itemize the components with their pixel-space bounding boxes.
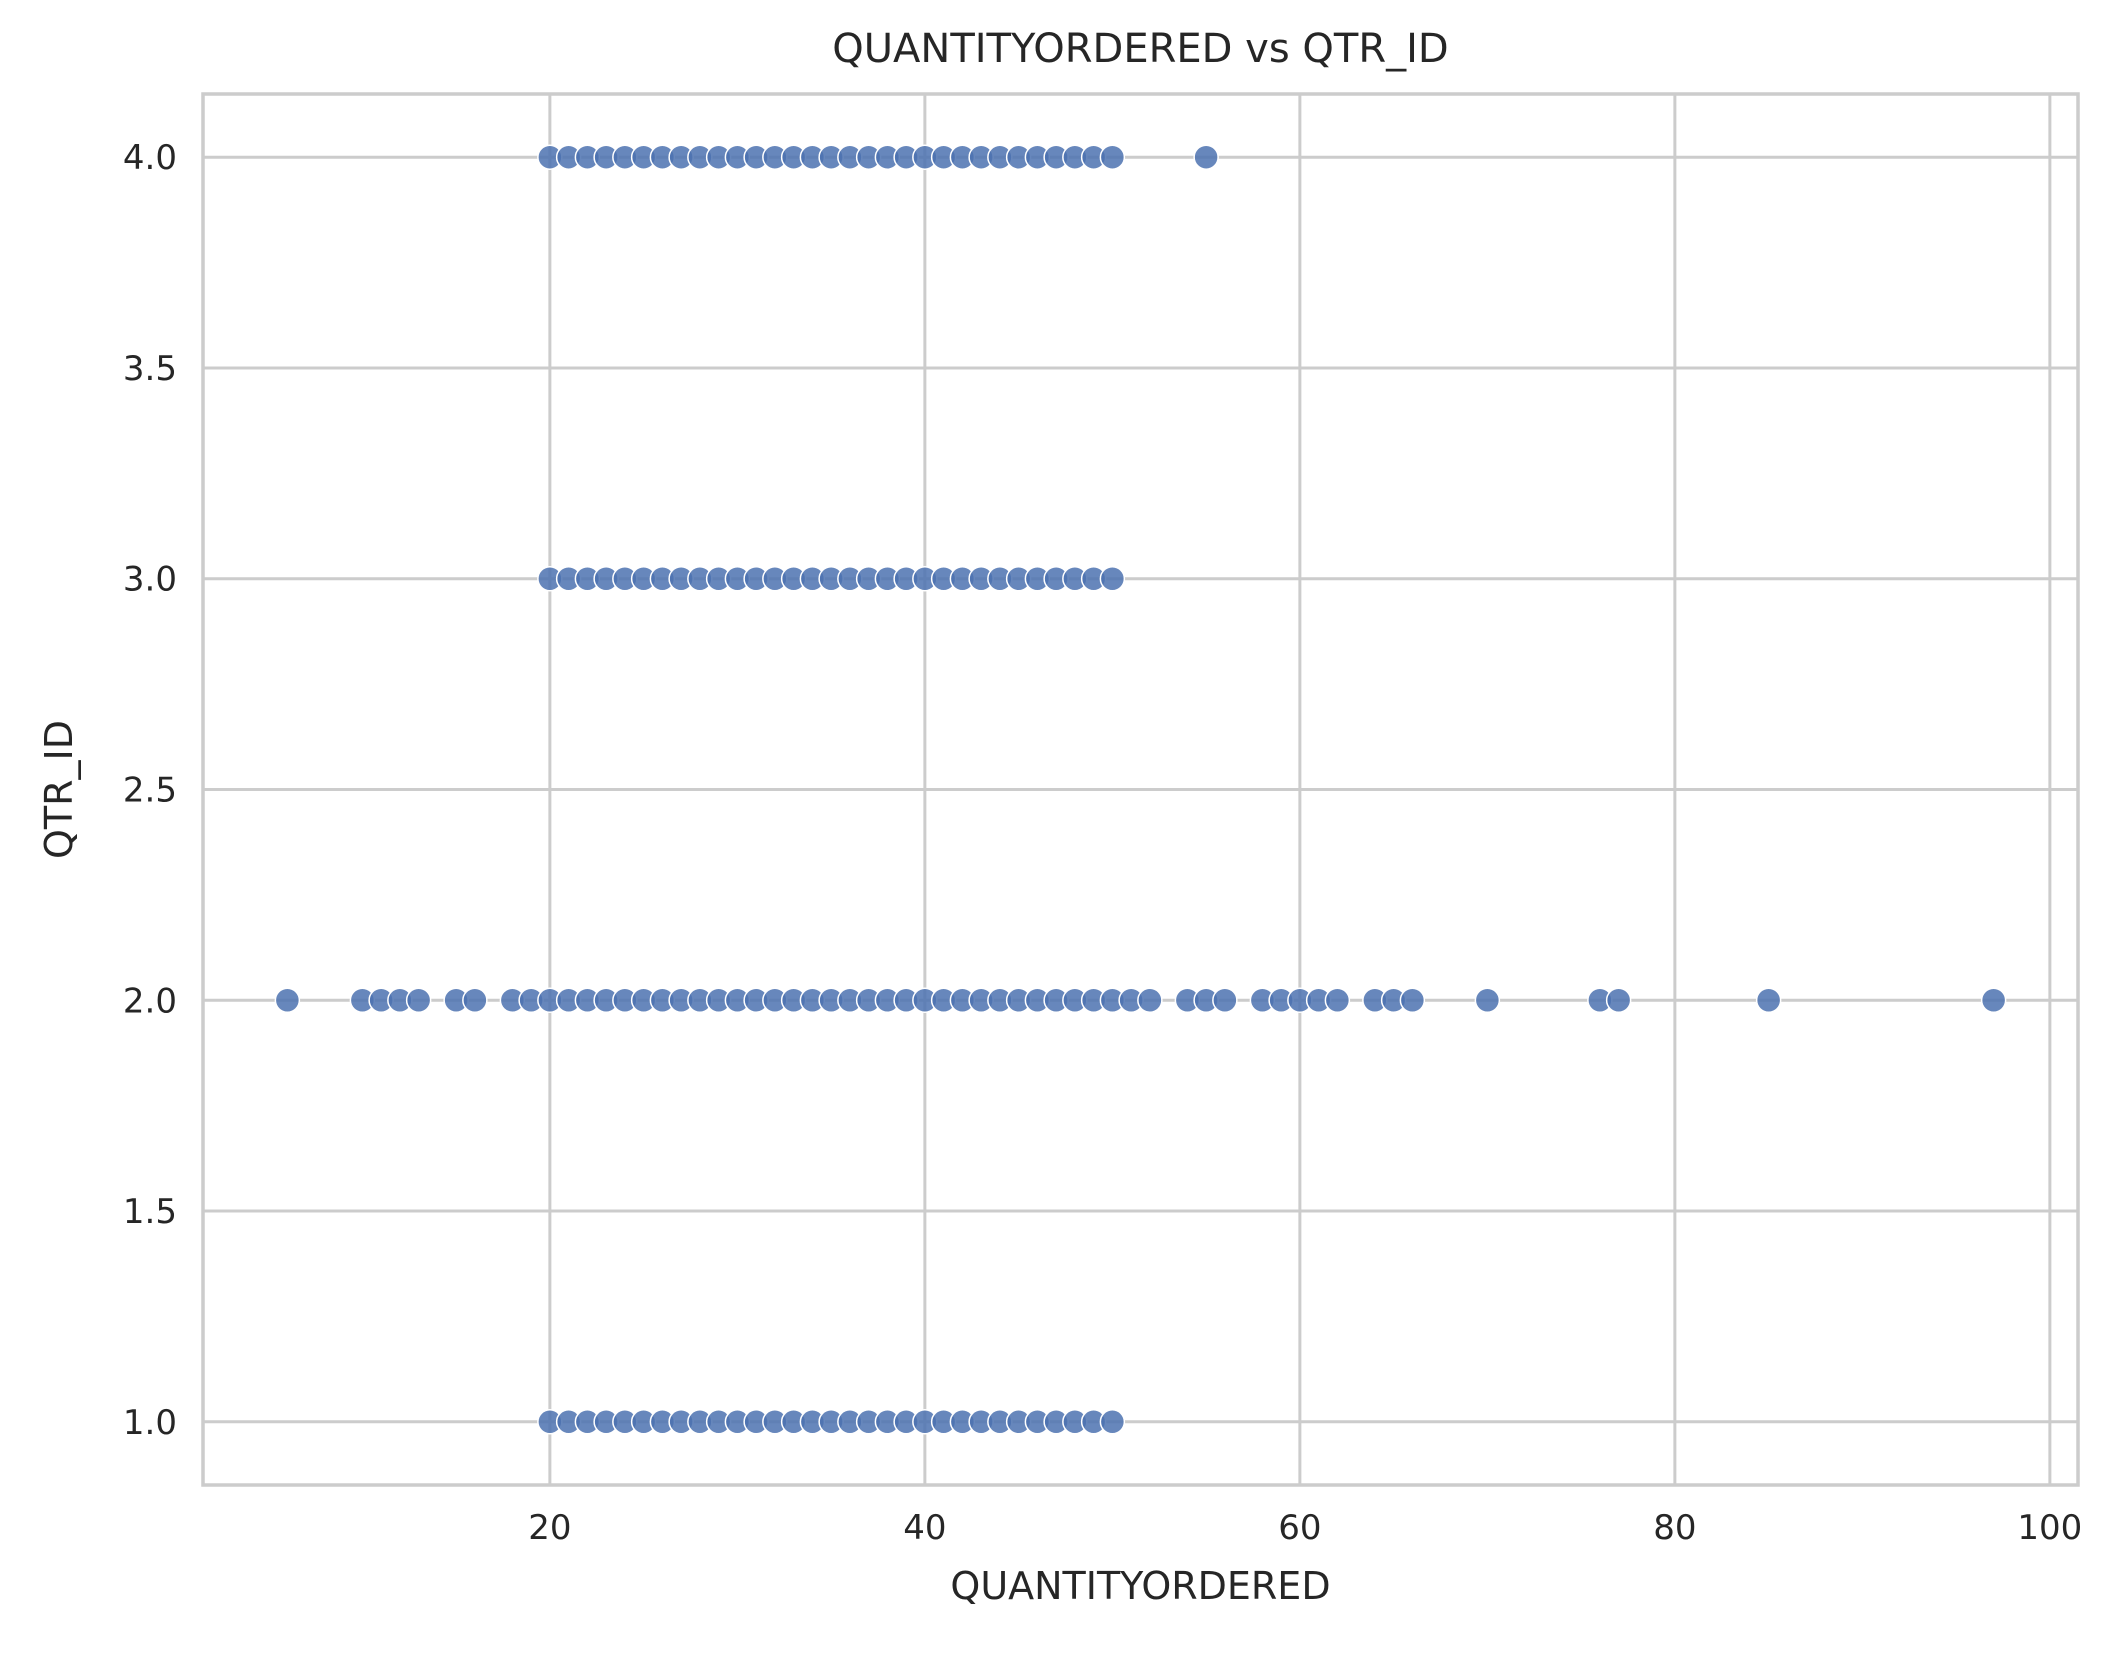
y-tick-label: 1.5 xyxy=(123,1192,177,1232)
scatter-point xyxy=(1980,987,2007,1014)
grid xyxy=(203,94,2078,1485)
x-tick-label: 20 xyxy=(528,1508,571,1548)
x-tick-label: 60 xyxy=(1278,1508,1321,1548)
scatter-point xyxy=(1193,144,1219,170)
y-axis-label: QTR_ID xyxy=(37,720,81,859)
scatter-point xyxy=(462,987,488,1014)
scatter-point xyxy=(1605,987,1632,1014)
scatter-point xyxy=(1755,987,1782,1014)
y-tick-label: 2.5 xyxy=(123,771,177,811)
y-tick-label: 4.0 xyxy=(123,138,177,178)
y-tick-label: 3.5 xyxy=(123,349,177,389)
y-tick-label: 1.0 xyxy=(123,1403,177,1443)
x-tick-label: 100 xyxy=(2017,1508,2082,1548)
scatter-point xyxy=(1099,144,1126,170)
x-axis-label: QUANTITYORDERED xyxy=(950,1564,1330,1608)
scatter-point xyxy=(1099,565,1126,592)
x-tick-label: 40 xyxy=(903,1508,946,1548)
x-tick-labels: 20 40 60 80 100 xyxy=(528,1508,2082,1548)
scatter-point xyxy=(1099,1409,1126,1435)
scatter-point xyxy=(1324,987,1351,1014)
scatter-point xyxy=(1212,987,1238,1014)
x-tick-label: 80 xyxy=(1653,1508,1696,1548)
y-tick-label: 3.0 xyxy=(123,560,177,600)
scatter-points xyxy=(274,144,2007,1435)
scatter-point xyxy=(1399,987,1426,1014)
plot-frame xyxy=(201,92,2080,1487)
scatter-point xyxy=(1137,987,1163,1014)
chart-title: QUANTITYORDERED vs QTR_ID xyxy=(832,26,1448,72)
y-tick-labels: 1.0 1.5 2.0 2.5 3.0 3.5 4.0 xyxy=(123,138,177,1443)
y-tick-label: 2.0 xyxy=(123,981,177,1021)
scatter-point xyxy=(405,987,432,1014)
scatter-point xyxy=(274,987,301,1014)
scatter-point xyxy=(1474,987,1501,1014)
